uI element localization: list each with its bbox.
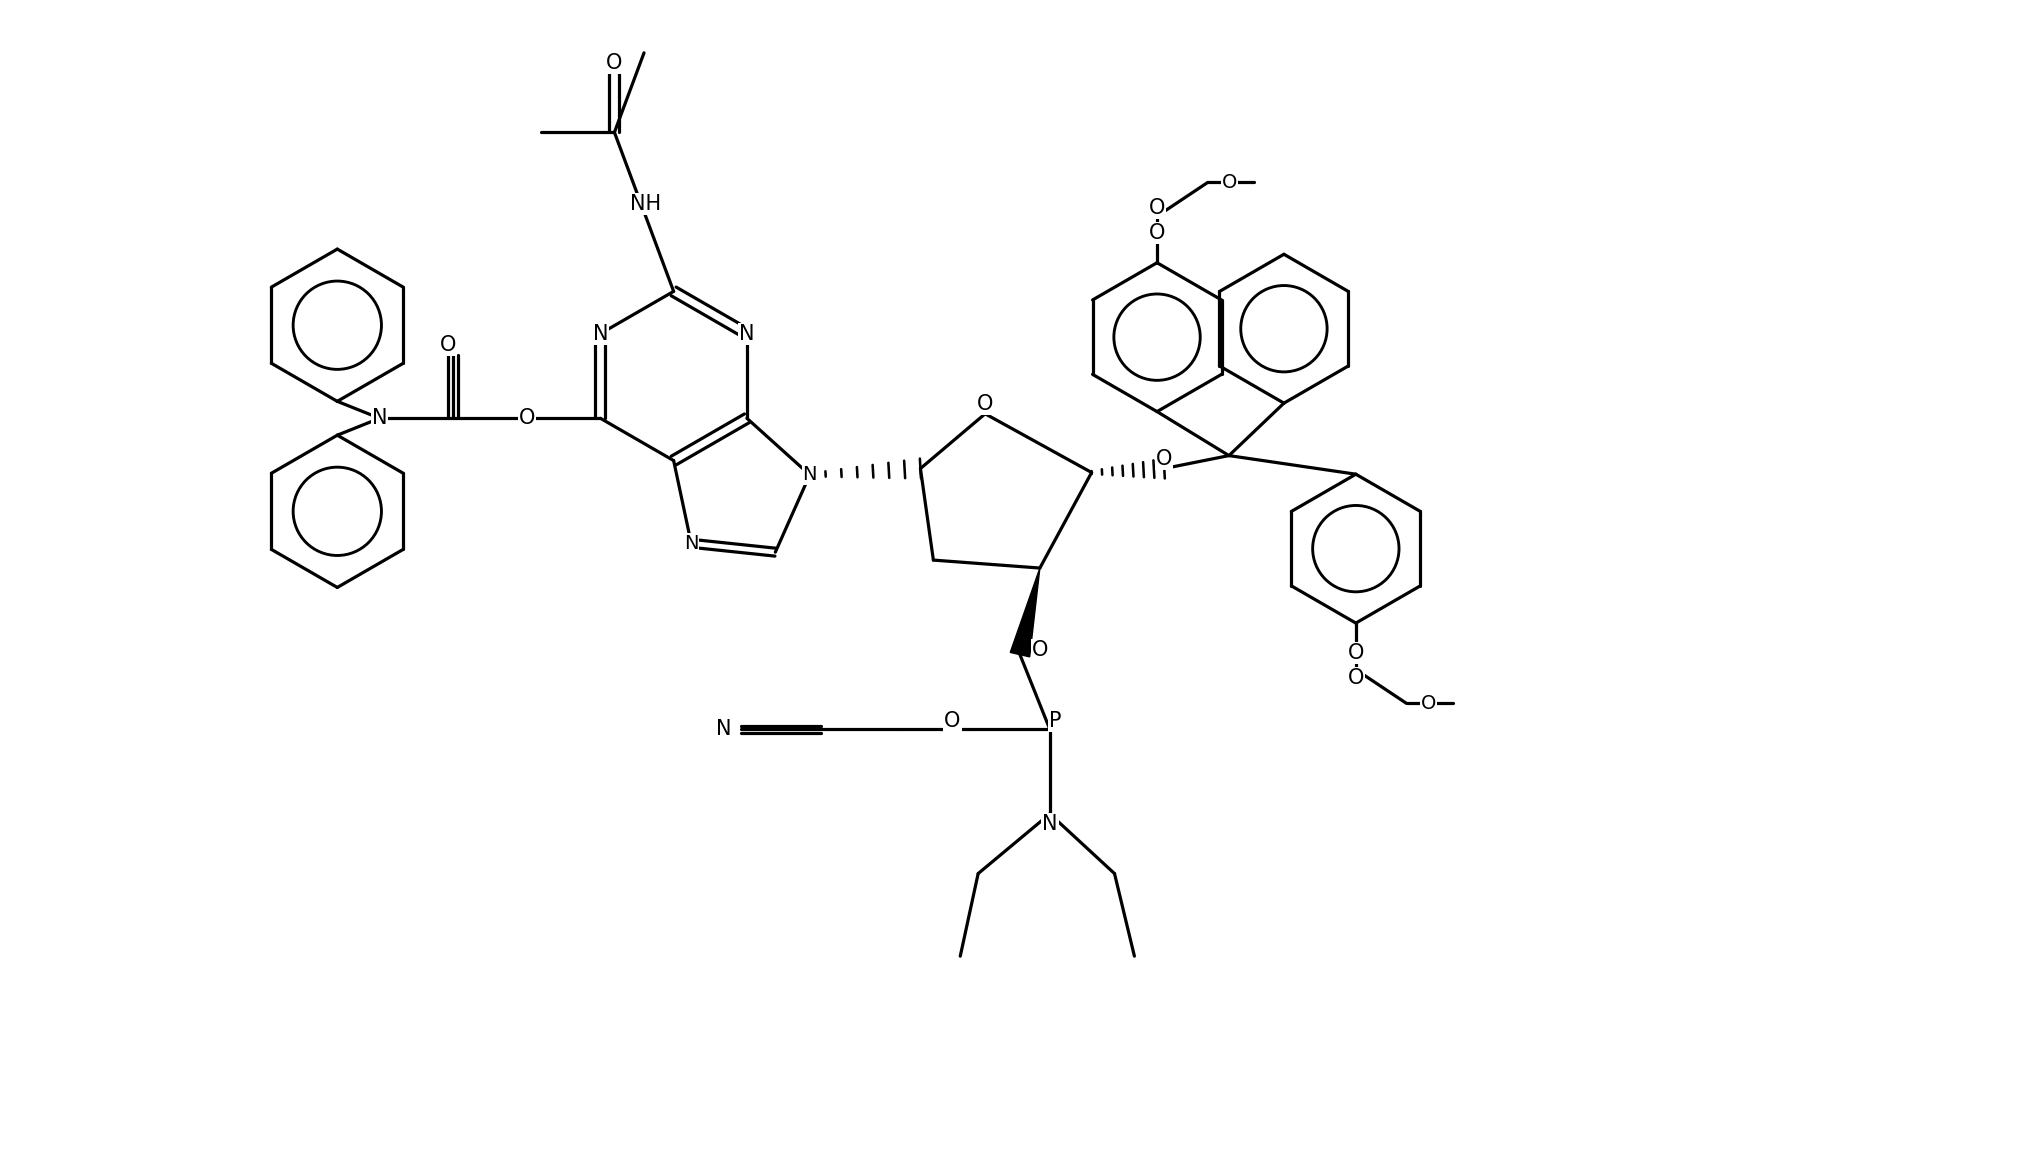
Text: O: O [1347,643,1364,662]
Text: O: O [518,408,534,428]
Text: O: O [1222,173,1236,192]
Text: N: N [593,324,607,343]
Text: O: O [977,394,993,414]
Text: O: O [943,711,961,732]
Text: O: O [1149,198,1165,218]
Text: N: N [1042,814,1058,833]
Text: N: N [738,324,755,343]
Text: O: O [607,53,623,73]
Text: N: N [372,408,386,428]
Text: O: O [439,335,455,355]
Text: N: N [684,534,698,553]
Text: N: N [801,466,817,484]
Text: N: N [716,719,730,740]
Text: O: O [1155,449,1171,468]
Text: O: O [1032,639,1048,660]
Text: O: O [1420,694,1436,713]
Text: P: P [1048,711,1060,732]
Text: O: O [1347,667,1364,688]
Text: NH: NH [629,194,662,214]
Polygon shape [1009,568,1040,657]
Text: O: O [1149,223,1165,243]
